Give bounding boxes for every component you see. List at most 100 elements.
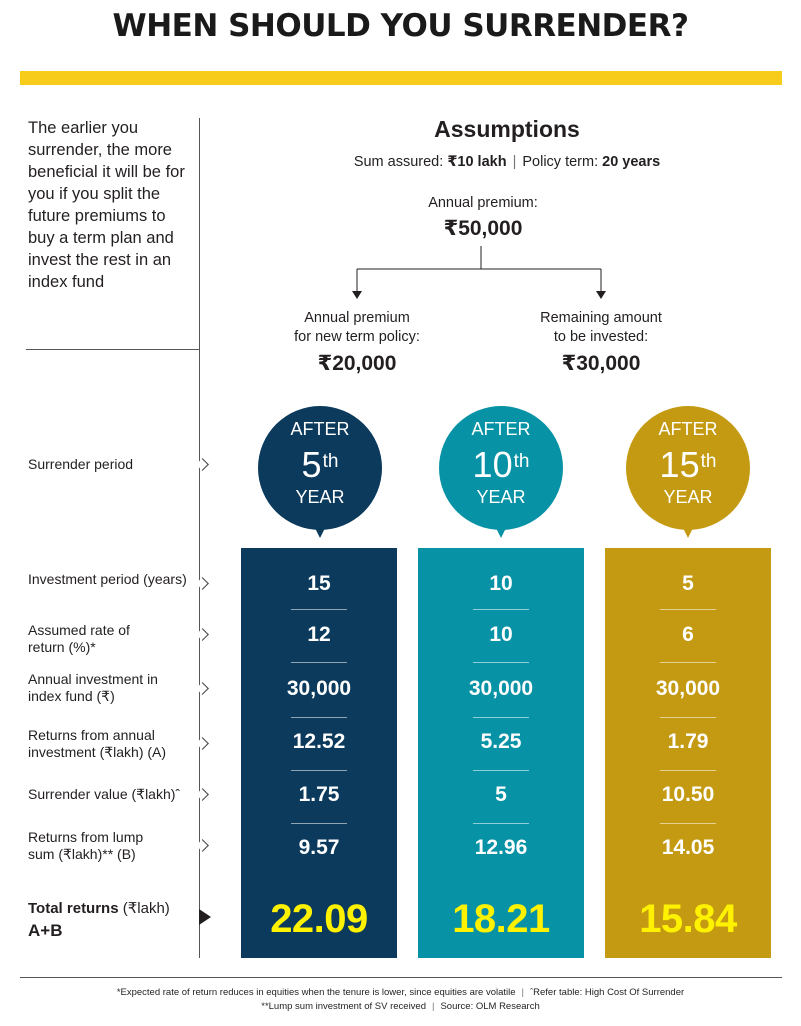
cell-divider	[473, 823, 529, 824]
term-policy-label-2: for new term policy:	[294, 329, 420, 345]
footnote-source: Source: OLM Research	[440, 1001, 540, 1012]
cell-total-returns: 22.09	[270, 897, 368, 941]
total-returns-bold: Total returns	[28, 900, 119, 917]
cell-returns-lump: 14.05	[661, 836, 715, 859]
cell-surrender-value: 10.50	[661, 783, 715, 806]
row-label-returns-annual: Returns from annual investment (₹lakh) (…	[28, 727, 167, 760]
title-underline-bar	[20, 71, 782, 85]
footnote-lump-sum: **Lump sum investment of SV received	[261, 1001, 426, 1012]
footnote-line-1: *Expected rate of return reduces in equi…	[0, 987, 801, 998]
cell-annual-investment: 30,000	[468, 677, 534, 700]
cell-annual-investment: 30,000	[286, 677, 352, 700]
term-policy-label-1: Annual premium	[304, 310, 410, 326]
cell-returns-annual: 1.79	[667, 730, 709, 753]
bubble-year-number: 10th	[439, 442, 563, 485]
row-label-annual-investment: Annual investment in index fund (₹)	[28, 671, 158, 704]
policy-term-label: Policy term:	[522, 154, 603, 170]
annual-premium-block: Annual premium: ₹50,000	[333, 194, 633, 241]
page-title: WHEN SHOULD YOU SURRENDER?	[112, 8, 689, 44]
cell-divider	[660, 770, 716, 771]
column-5th-year: 15 12 30,000 12.52 1.75 9.57 22.09	[241, 548, 397, 958]
cell-divider	[660, 609, 716, 610]
surrender-bubble-10th-year: AFTER 10th YEAR	[439, 406, 563, 530]
bubble-suffix: th	[513, 451, 530, 472]
surrender-bubble-15th-year: AFTER 15th YEAR	[626, 406, 750, 530]
row-label-surrender-value: Surrender value (₹lakh)ˆ	[28, 786, 181, 802]
bubble-pointer	[679, 520, 697, 538]
cell-divider	[473, 717, 529, 718]
cell-annual-investment: 30,000	[655, 677, 721, 700]
row-label-rate-of-return: Assumed rate of return (%)*	[28, 622, 130, 655]
bubble-suffix: th	[322, 451, 339, 472]
cell-returns-lump: 9.57	[298, 836, 340, 859]
footer-divider	[20, 977, 782, 978]
bubble-year-number: 15th	[626, 442, 750, 485]
invested-block: Remaining amount to be invested: ₹30,000	[451, 309, 751, 376]
cell-investment-period: 5	[682, 572, 694, 595]
cell-rate-of-return: 12	[307, 623, 331, 646]
footnote-line-2: **Lump sum investment of SV received | Sou…	[0, 1001, 801, 1012]
annual-premium-label: Annual premium:	[428, 195, 538, 211]
cell-rate-of-return: 6	[682, 623, 694, 646]
sum-assured-label: Sum assured:	[353, 154, 448, 170]
invested-value: ₹30,000	[561, 352, 641, 375]
bubble-number: 15	[659, 444, 700, 485]
total-ab-label: A+B	[28, 921, 63, 940]
row-label-returns-lump: Returns from lump sum (₹lakh)** (B)	[28, 829, 144, 862]
cell-divider	[291, 609, 347, 610]
cell-divider	[291, 823, 347, 824]
cell-divider	[291, 662, 347, 663]
column-10th-year: 10 10 30,000 5.25 5 12.96 18.21	[418, 548, 584, 958]
cell-investment-period: 15	[307, 572, 331, 595]
column-15th-year: 5 6 30,000 1.79 10.50 14.05 15.84	[605, 548, 771, 958]
assumptions-summary: Sum assured: ₹10 lakh | Policy term: 20 ye…	[0, 154, 801, 170]
cell-returns-annual: 5.25	[480, 730, 522, 753]
bubble-year-label: YEAR	[295, 487, 345, 507]
row-label-surrender-period: Surrender period	[28, 456, 134, 472]
cell-divider	[473, 609, 529, 610]
row-label-total-returns: Total returns (₹lakh)	[28, 899, 198, 919]
bubble-number: 5	[301, 444, 322, 485]
cell-total-returns: 18.21	[452, 897, 550, 941]
cell-surrender-value: 5	[495, 783, 507, 806]
cell-total-returns: 15.84	[639, 897, 737, 941]
bubble-after-label: AFTER	[658, 419, 718, 439]
intro-text: The earlier you surrender, the more bene…	[28, 119, 185, 291]
row-label-investment-period: Investment period (years)	[28, 571, 187, 587]
separator: |	[521, 987, 524, 998]
footnote-refer: ˆRefer table: High Cost Of Surrender	[529, 987, 685, 998]
term-policy-block: Annual premium for new term policy: ₹20,…	[207, 309, 507, 376]
cell-divider	[660, 823, 716, 824]
bubble-number: 10	[472, 444, 513, 485]
surrender-bubble-5th-year: AFTER 5th YEAR	[258, 406, 382, 530]
cell-investment-period: 10	[489, 572, 513, 595]
bubble-pointer	[492, 520, 510, 538]
cell-divider	[291, 717, 347, 718]
cell-surrender-value: 1.75	[298, 783, 340, 806]
bubble-year-number: 5th	[258, 442, 382, 485]
cell-rate-of-return: 10	[489, 623, 513, 646]
cell-divider	[291, 770, 347, 771]
annual-premium-value: ₹50,000	[443, 217, 523, 240]
bubble-pointer	[311, 520, 329, 538]
cell-divider	[473, 770, 529, 771]
separator: |	[432, 1001, 435, 1012]
triangle-right-icon	[199, 909, 211, 925]
bubble-after-label: AFTER	[290, 419, 350, 439]
assumptions-heading: Assumptions	[434, 116, 580, 142]
policy-term-value: 20 years	[602, 154, 661, 170]
bubble-suffix: th	[700, 451, 717, 472]
cell-divider	[660, 717, 716, 718]
cell-divider	[473, 662, 529, 663]
cell-returns-annual: 12.52	[292, 730, 346, 753]
footnote-rate: *Expected rate of return reduces in equi…	[116, 987, 516, 998]
invested-label-2: to be invested:	[553, 329, 649, 345]
total-returns-unit: (₹lakh)	[118, 900, 170, 917]
term-policy-value: ₹20,000	[317, 352, 397, 375]
cell-divider	[660, 662, 716, 663]
sum-assured-value: ₹10 lakh	[447, 154, 507, 170]
cell-returns-lump: 12.96	[474, 836, 528, 859]
bubble-year-label: YEAR	[476, 487, 526, 507]
intro-divider	[26, 349, 199, 350]
